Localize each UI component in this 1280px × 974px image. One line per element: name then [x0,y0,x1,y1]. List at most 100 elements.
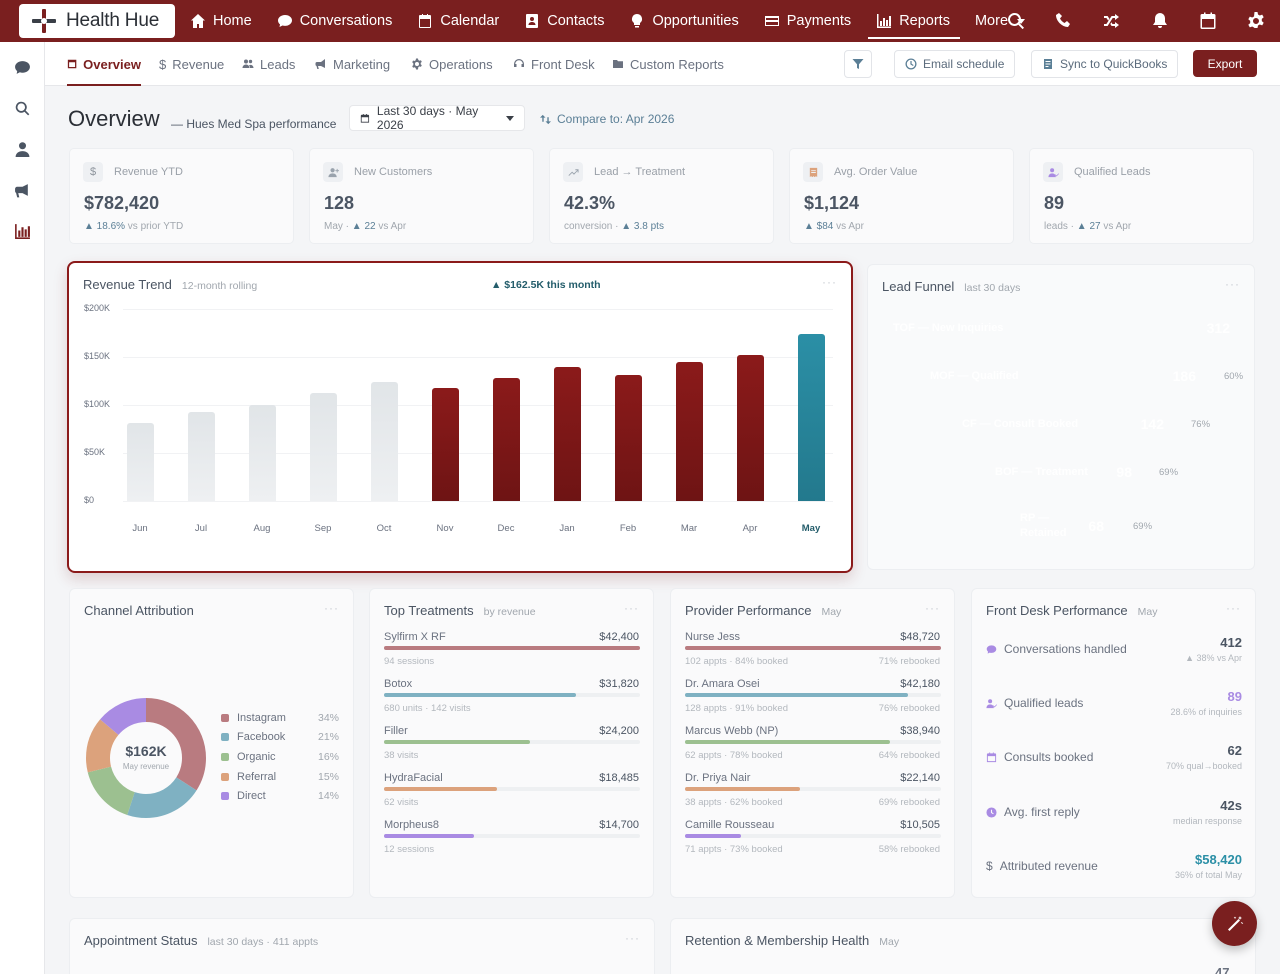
nav-calendar[interactable]: Calendar [417,0,499,42]
nav-opportunities[interactable]: Opportunities [629,0,739,42]
tab-leads[interactable]: Leads [242,42,295,86]
kpi-lead-treatment[interactable]: Lead → Treatment 42.3% conversion · ▲ 3.… [549,148,774,244]
kpi-new-customers[interactable]: New Customers 128 May · ▲ 22 vs Apr [309,148,534,244]
funnel-stage-mof[interactable]: MOF — Qualified 186 [918,356,1208,396]
treatment-value: $18,485 [599,772,639,784]
appointment-status-title: Appointment Status last 30 days · 411 app… [84,933,318,948]
funnel-stage-rp[interactable]: RP — Retained 68 [1008,499,1116,553]
revenue-bar-apr[interactable] [737,355,764,501]
search-icon[interactable] [13,99,31,117]
calendar-icon[interactable] [1184,0,1232,42]
revenue-bar-jun[interactable] [127,423,154,501]
tab-operations[interactable]: Operations [411,42,493,86]
revenue-bar-nov[interactable] [432,387,459,501]
revenue-bar-feb[interactable] [615,375,642,501]
card-title-text: Provider Performance [685,603,812,618]
tab-marketing[interactable]: Marketing [315,42,390,86]
provider-meta: 128 appts · 91% booked [685,703,788,714]
funnel-stage-tof[interactable]: TOF — New Inquiries 312 [881,308,1242,348]
card-menu-button[interactable]: ··· [1225,277,1240,291]
users-icon [242,59,254,68]
top-navigation-bar: Health Hue Home Conversations Calendar C… [0,0,1280,42]
compare-toggle[interactable]: Compare to: Apr 2026 [540,112,674,126]
nav-home[interactable]: Home [190,0,252,42]
x-axis-tick-label: Jun [132,523,148,534]
funnel-stage-bof[interactable]: BOF — Treatment 98 [983,452,1144,492]
nav-contacts[interactable]: Contacts [524,0,604,42]
x-axis-tick-label: Oct [376,523,392,534]
shuffle-icon[interactable] [1088,0,1136,42]
revenue-trend-title: Revenue Trend 12-month rolling [83,277,257,292]
revenue-bar-mar[interactable] [676,361,703,501]
fd-row-consults: Consults booked [986,750,1093,764]
x-axis-tick-label: Sep [314,523,332,534]
bell-icon[interactable] [1136,0,1184,42]
nav-payments[interactable]: Payments [764,0,851,42]
revenue-bar-dec[interactable] [493,378,520,501]
nav-reports[interactable]: Reports [868,0,960,42]
revenue-bar-jul[interactable] [188,411,215,501]
sync-quickbooks-button[interactable]: Sync to QuickBooks [1031,50,1179,78]
user-icon[interactable] [13,140,31,158]
provider-bar-track [685,834,941,838]
fd-meta: 70% qual→booked [1165,761,1242,771]
nav-more[interactable]: More [975,0,1026,42]
revenue-bar-sep[interactable] [310,392,337,501]
ai-assistant-button[interactable] [1212,901,1257,946]
lightbulb-icon [632,14,643,28]
tab-custom-reports[interactable]: Custom Reports [612,42,724,86]
calendar-icon [360,113,370,123]
card-menu-button[interactable]: ··· [624,601,639,615]
card-menu-button[interactable]: ··· [1226,601,1241,615]
report-icon[interactable] [13,222,31,240]
kpi-delta-prefix: May · [324,221,352,232]
megaphone-icon[interactable] [13,181,31,199]
fd-meta: median response [1172,816,1242,826]
provider-rebook-rate: 71% rebooked [878,656,940,667]
revenue-bar-oct[interactable] [371,381,398,501]
appointment-status-card: Appointment Status last 30 days · 411 app… [69,918,655,974]
nav-conversations[interactable]: Conversations [277,0,392,42]
gear-icon[interactable] [1232,0,1280,42]
legend-label: Organic [237,751,276,763]
donut-slice-referral[interactable] [86,698,206,818]
phone-icon[interactable] [1040,0,1088,42]
provider-name: Camille Rousseau [685,819,775,831]
email-schedule-button[interactable]: Email schedule [894,50,1016,78]
tab-overview[interactable]: Overview [67,42,141,86]
revenue-bar-may[interactable] [798,333,825,501]
donut-slice-facebook[interactable] [86,698,206,818]
funnel-stage-cf[interactable]: CF — Consult Booked 142 [950,404,1176,444]
tab-revenue[interactable]: $ Revenue [159,42,224,86]
logo-mark-icon [32,9,56,33]
kpi-delta-suffix: vs prior YTD [125,221,184,232]
magic-wand-icon [1227,915,1243,931]
chat-icon[interactable] [13,58,31,76]
kpi-avg-order-value[interactable]: Avg. Order Value $1,124 ▲ $84 vs Apr [789,148,1014,244]
app-logo[interactable]: Health Hue [19,4,175,38]
card-menu-button[interactable]: ··· [324,601,339,615]
search-icon[interactable] [992,0,1040,42]
revenue-bar-aug[interactable] [249,405,276,501]
card-icon [764,16,779,26]
top-treatments-card: Top Treatments by revenue ··· Sylfirm X R… [369,588,654,898]
revenue-bar-jan[interactable] [554,366,581,501]
card-menu-button[interactable]: ··· [822,275,837,289]
x-axis-tick-label: Feb [619,523,637,534]
filter-button[interactable] [844,50,872,78]
export-button[interactable]: Export [1193,50,1257,77]
kpi-revenue-ytd[interactable]: $ Revenue YTD $782,420 ▲ 18.6% vs prior … [69,148,294,244]
date-range-picker[interactable]: Last 30 days · May 2026 [349,104,525,132]
fd-meta: 28.6% of inquiries [1170,707,1242,717]
kpi-qualified-leads[interactable]: Qualified Leads 89 leads · ▲ 27 vs Apr [1029,148,1254,244]
card-menu-button[interactable]: ··· [625,931,640,945]
sync-quickbooks-label: Sync to QuickBooks [1060,57,1168,71]
clock-icon [905,58,917,70]
donut-slice-direct[interactable] [86,698,206,818]
fd-value: 89 [1227,689,1242,704]
funnel-stage-pct: 69% [1159,467,1179,478]
treatment-bar-track [384,787,640,791]
tab-front-desk[interactable]: Front Desk [513,42,595,86]
card-menu-button[interactable]: ··· [925,601,940,615]
treatment-name: Botox [384,678,413,690]
